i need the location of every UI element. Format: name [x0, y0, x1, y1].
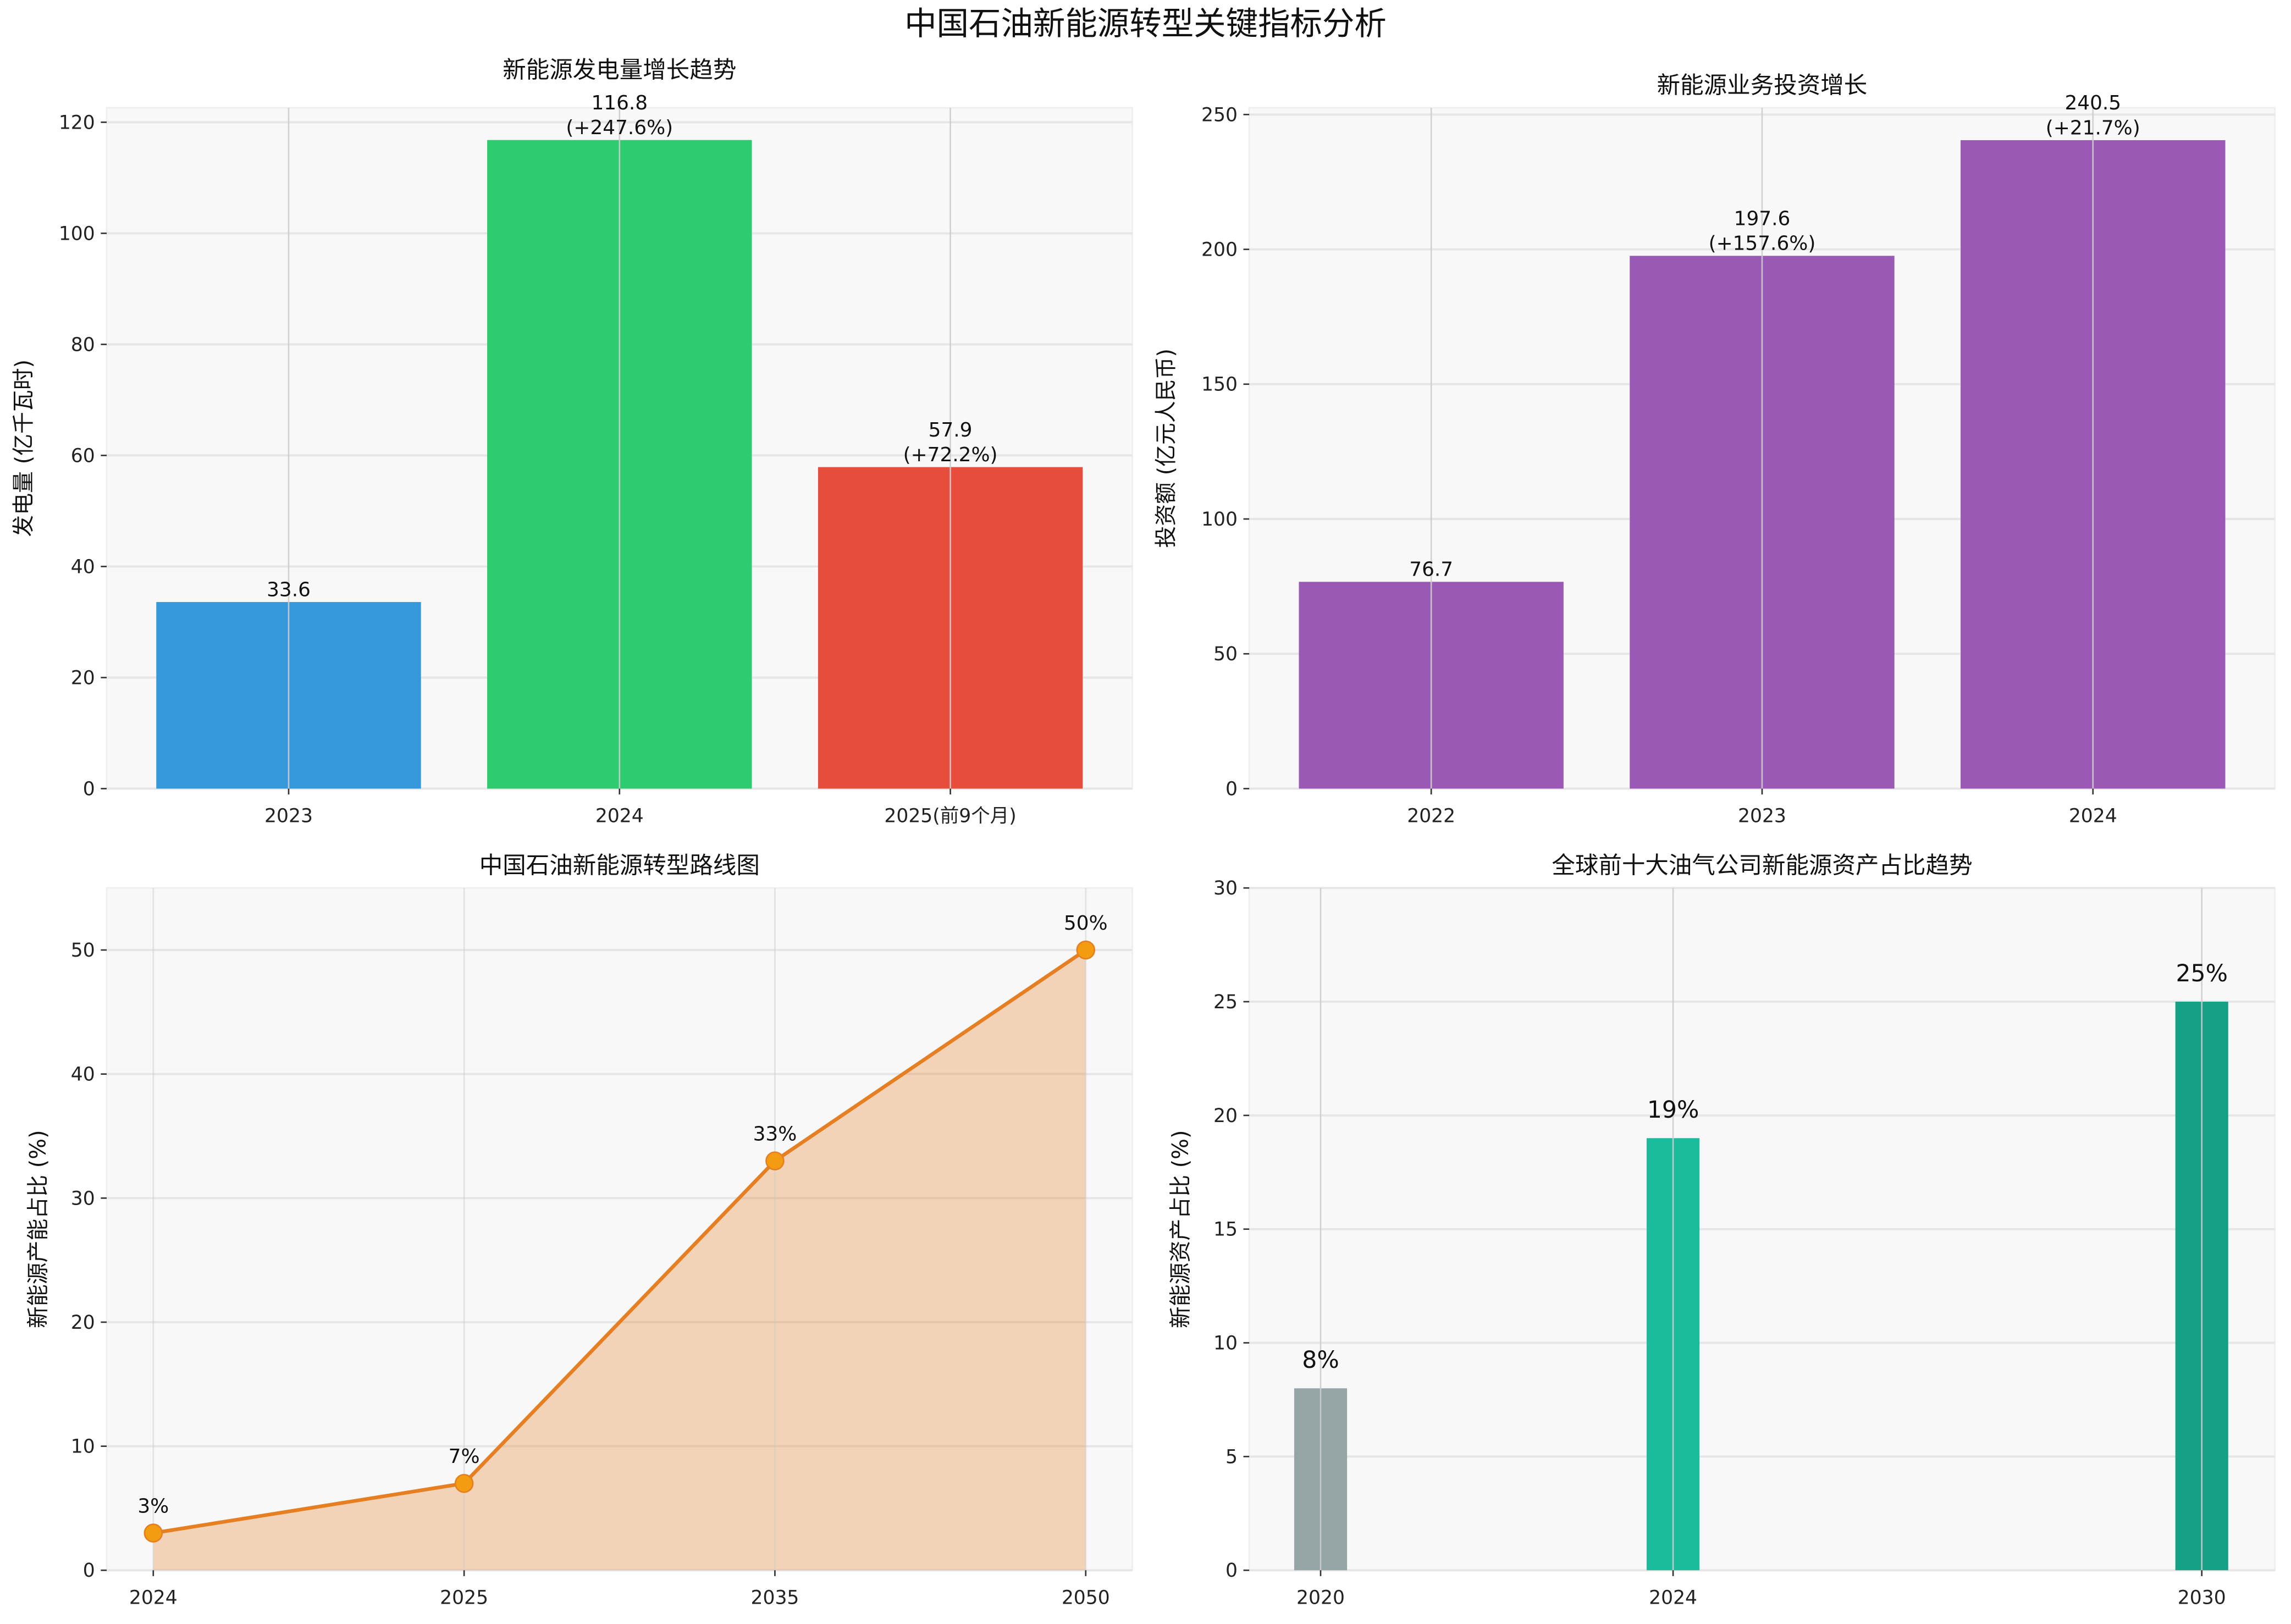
data-label: 197.6 — [1734, 208, 1791, 230]
data-point-2024 — [143, 1523, 163, 1543]
x-tick-label: 2050 — [1062, 1587, 1110, 1609]
y-tick-label: 5 — [1225, 1446, 1238, 1468]
panel-title: 全球前十大油气公司新能源资产占比趋势 — [1552, 853, 1972, 880]
data-label: (+157.6%) — [1709, 233, 1816, 255]
y-tick-label: 40 — [71, 556, 95, 578]
series-line — [153, 948, 1087, 1535]
plot-area — [106, 887, 1133, 1571]
y-tick-label: 30 — [71, 1187, 95, 1209]
chart-panel-1: 0 20 40 60 80 100 120 2023 2024 2025(前9个月) 33.6 116… — [11, 57, 1133, 827]
y-tick-label: 0 — [1225, 778, 1238, 800]
figure-title: 中国石油新能源转型关键指标分析 — [904, 5, 1387, 42]
y-tick-label: 10 — [71, 1436, 95, 1458]
y-tick-label: 0 — [83, 1560, 95, 1582]
y-axis-label: 新能源产能占比 (%) — [25, 1130, 51, 1328]
y-tick-label: 100 — [59, 223, 95, 245]
data-label: 116.8 — [591, 92, 648, 114]
y-tick-label: 25 — [1213, 991, 1238, 1013]
data-label: 33% — [753, 1123, 797, 1145]
y-axis-label: 投资额 (亿元人民币) — [1153, 349, 1179, 548]
y-tick-label: 100 — [1201, 509, 1238, 531]
x-tick-label: 2025(前9个月) — [884, 805, 1016, 827]
x-tick-label: 2023 — [264, 805, 313, 827]
chart-panel-3: 0 10 20 30 40 50 2024 2025 2035 2050 3% 7% 33% 50% 中国石… — [25, 853, 1133, 1609]
data-point-2050 — [1076, 940, 1096, 960]
y-tick-label: 200 — [1201, 239, 1238, 261]
data-label: 19% — [1647, 1097, 1699, 1124]
data-label: (+21.7%) — [2046, 117, 2140, 139]
data-label: 3% — [137, 1495, 169, 1517]
data-label: 33.6 — [267, 578, 311, 601]
y-tick-label: 50 — [1213, 643, 1238, 665]
y-tick-label: 20 — [71, 1312, 95, 1334]
x-tick-label: 2024 — [595, 805, 644, 827]
chart-panel-4: 0 5 10 15 20 25 30 2020 2024 2030 8% 19% 25% 全球前十大油气公… — [1168, 853, 2276, 1609]
y-tick-label: 120 — [59, 112, 95, 134]
y-tick-label: 0 — [83, 778, 95, 800]
y-tick-label: 80 — [71, 334, 95, 356]
x-tick-label: 2024 — [129, 1587, 178, 1609]
x-tick-label: 2022 — [1407, 805, 1455, 827]
y-tick-label: 15 — [1213, 1219, 1238, 1241]
x-tick-label: 2020 — [1296, 1587, 1345, 1609]
x-tick-label: 2023 — [1738, 805, 1786, 827]
chart-panel-2: 0 50 100 150 200 250 2022 2023 2024 76.7 197.6 (+15… — [1153, 72, 2276, 827]
data-label: 240.5 — [2064, 92, 2121, 114]
x-tick-label: 2025 — [440, 1587, 488, 1609]
x-tick-label: 2024 — [1649, 1587, 1697, 1609]
y-tick-label: 30 — [1213, 877, 1238, 899]
y-tick-label: 10 — [1213, 1333, 1238, 1355]
data-point-2025 — [454, 1474, 474, 1493]
panel-title: 中国石油新能源转型路线图 — [479, 853, 760, 880]
data-label: 76.7 — [1409, 559, 1453, 581]
y-tick-label: 50 — [71, 940, 95, 962]
data-label: 8% — [1302, 1347, 1339, 1374]
data-label: 50% — [1064, 912, 1108, 935]
x-tick-label: 2024 — [2069, 805, 2117, 827]
area-fill — [153, 950, 1086, 1571]
data-label: 57.9 — [929, 419, 973, 441]
y-axis-label: 新能源资产占比 (%) — [1168, 1130, 1194, 1328]
data-label: (+72.2%) — [903, 444, 998, 466]
x-tick-label: 2030 — [2178, 1587, 2226, 1609]
y-tick-label: 40 — [71, 1064, 95, 1086]
y-axis-label: 发电量 (亿千瓦时) — [11, 360, 36, 537]
y-tick-label: 20 — [1213, 1105, 1238, 1127]
y-tick-label: 20 — [71, 667, 95, 689]
data-label: 7% — [449, 1445, 480, 1468]
y-tick-label: 0 — [1225, 1560, 1238, 1582]
data-label: (+247.6%) — [566, 117, 673, 139]
panel-title: 新能源业务投资增长 — [1657, 72, 1868, 99]
x-tick-label: 2035 — [751, 1587, 799, 1609]
data-label: 25% — [2176, 960, 2228, 987]
data-point-2035 — [765, 1151, 785, 1170]
y-tick-label: 60 — [71, 445, 95, 467]
y-tick-label: 250 — [1201, 104, 1238, 126]
panel-title: 新能源发电量增长趋势 — [503, 57, 736, 84]
y-tick-label: 150 — [1201, 374, 1238, 396]
